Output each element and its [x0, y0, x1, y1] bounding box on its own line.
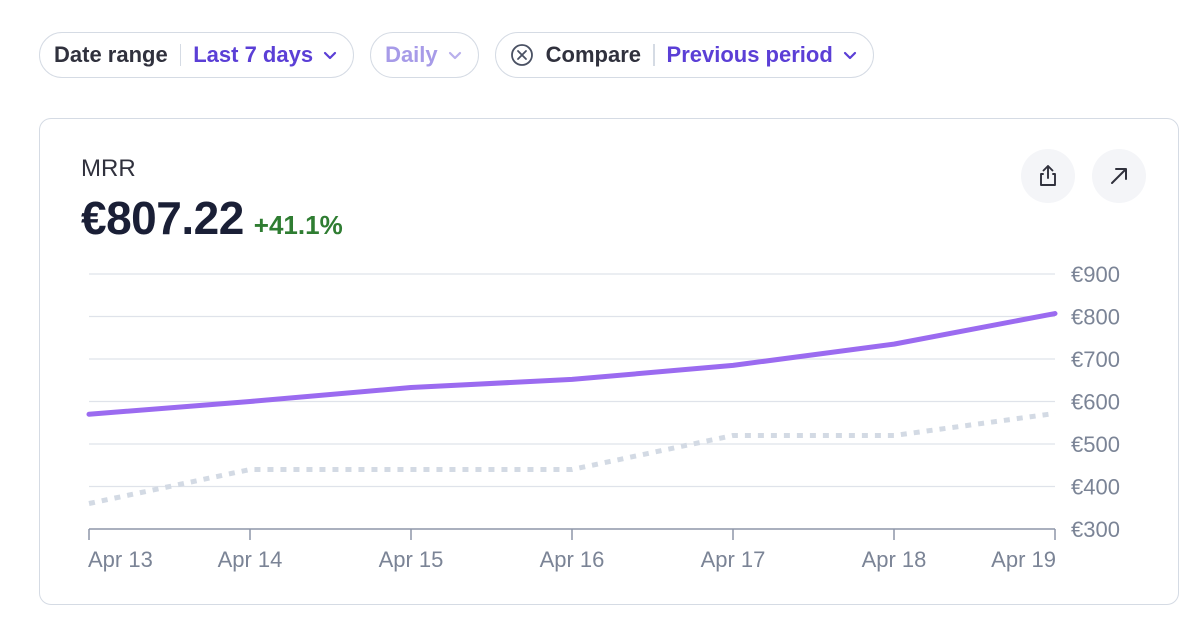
y-tick-label: €500	[1071, 432, 1120, 457]
metric-summary: €807.22 +41.1%	[81, 191, 343, 245]
share-button[interactable]	[1021, 149, 1075, 203]
x-tick-label: Apr 16	[540, 547, 605, 572]
open-details-button[interactable]	[1092, 149, 1146, 203]
previous-period-line	[88, 410, 1056, 506]
y-tick-label: €900	[1071, 262, 1120, 287]
x-tick-label: Apr 15	[379, 547, 444, 572]
date-range-value: Last 7 days	[193, 42, 314, 67]
date-range-filter[interactable]: Date range Last 7 days	[39, 32, 355, 78]
metric-value: €807.22	[81, 192, 244, 244]
y-tick-label: €400	[1071, 475, 1120, 500]
y-tick-label: €600	[1071, 390, 1120, 415]
mrr-card: MRR €807.22 +41.1% €900 €800 €700 €600 €500 €…	[39, 118, 1179, 605]
x-tick-label: Apr 17	[701, 547, 766, 572]
metric-name: MRR	[81, 155, 136, 182]
filter-bar: Date range Last 7 days Daily Compare Pre…	[39, 32, 874, 78]
y-tick-label: €300	[1071, 517, 1120, 542]
x-tick-label: Apr 13	[88, 547, 153, 572]
pill-divider	[653, 44, 655, 66]
arrow-up-right-icon	[1108, 165, 1130, 187]
pill-divider	[179, 44, 182, 66]
compare-filter[interactable]: Compare Previous period	[494, 32, 874, 78]
chevron-down-icon	[448, 48, 462, 62]
x-tick-label: Apr 18	[862, 547, 927, 572]
metric-change-badge: +41.1%	[253, 210, 343, 240]
y-tick-label: €800	[1071, 305, 1120, 330]
chevron-down-icon	[323, 48, 337, 62]
interval-filter[interactable]: Daily	[370, 32, 479, 78]
current-period-line	[86, 311, 1058, 417]
clear-compare-icon[interactable]	[510, 43, 534, 67]
chevron-down-icon	[843, 48, 857, 62]
interval-value: Daily	[385, 42, 438, 67]
x-tick-label: Apr 19	[991, 547, 1056, 572]
date-range-label: Date range	[54, 42, 168, 67]
share-icon	[1037, 164, 1059, 188]
y-tick-label: €700	[1071, 347, 1120, 372]
mrr-line-chart: €900 €800 €700 €600 €500 €400 €300 Apr 13 Apr 14…	[86, 262, 1120, 572]
compare-value: Previous period	[666, 42, 833, 67]
x-tick-label: Apr 14	[218, 547, 283, 572]
compare-label: Compare	[545, 42, 642, 67]
